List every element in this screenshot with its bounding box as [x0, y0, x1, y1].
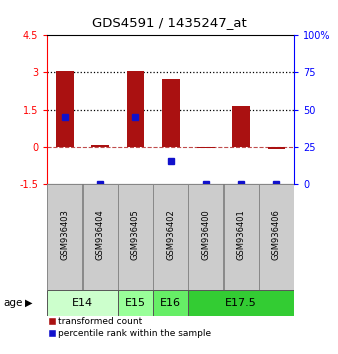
Legend: transformed count, percentile rank within the sample: transformed count, percentile rank withi…: [49, 317, 212, 338]
Bar: [83, 184, 118, 290]
Bar: [118, 290, 153, 316]
Text: GSM936401: GSM936401: [237, 209, 246, 260]
Bar: [153, 184, 188, 290]
Bar: [162, 79, 179, 147]
Bar: [127, 71, 144, 147]
Bar: [188, 184, 223, 290]
Text: age: age: [3, 298, 23, 308]
Text: GSM936402: GSM936402: [166, 209, 175, 260]
Bar: [91, 145, 109, 147]
Bar: [233, 106, 250, 147]
Text: GDS4591 / 1435247_at: GDS4591 / 1435247_at: [92, 17, 246, 29]
Text: GSM936405: GSM936405: [131, 209, 140, 260]
Bar: [56, 71, 74, 147]
Bar: [268, 147, 285, 149]
Bar: [188, 290, 294, 316]
Text: E14: E14: [72, 298, 93, 308]
Bar: [47, 184, 82, 290]
Bar: [224, 184, 259, 290]
Text: GSM936400: GSM936400: [201, 209, 211, 260]
Text: E17.5: E17.5: [225, 298, 257, 308]
Text: ▶: ▶: [25, 298, 32, 308]
Text: GSM936406: GSM936406: [272, 209, 281, 260]
Bar: [118, 184, 153, 290]
Text: GSM936404: GSM936404: [96, 209, 105, 260]
Bar: [47, 290, 118, 316]
Bar: [259, 184, 294, 290]
Text: E16: E16: [160, 298, 181, 308]
Text: E15: E15: [125, 298, 146, 308]
Bar: [197, 147, 215, 148]
Bar: [153, 290, 188, 316]
Text: GSM936403: GSM936403: [61, 209, 69, 260]
